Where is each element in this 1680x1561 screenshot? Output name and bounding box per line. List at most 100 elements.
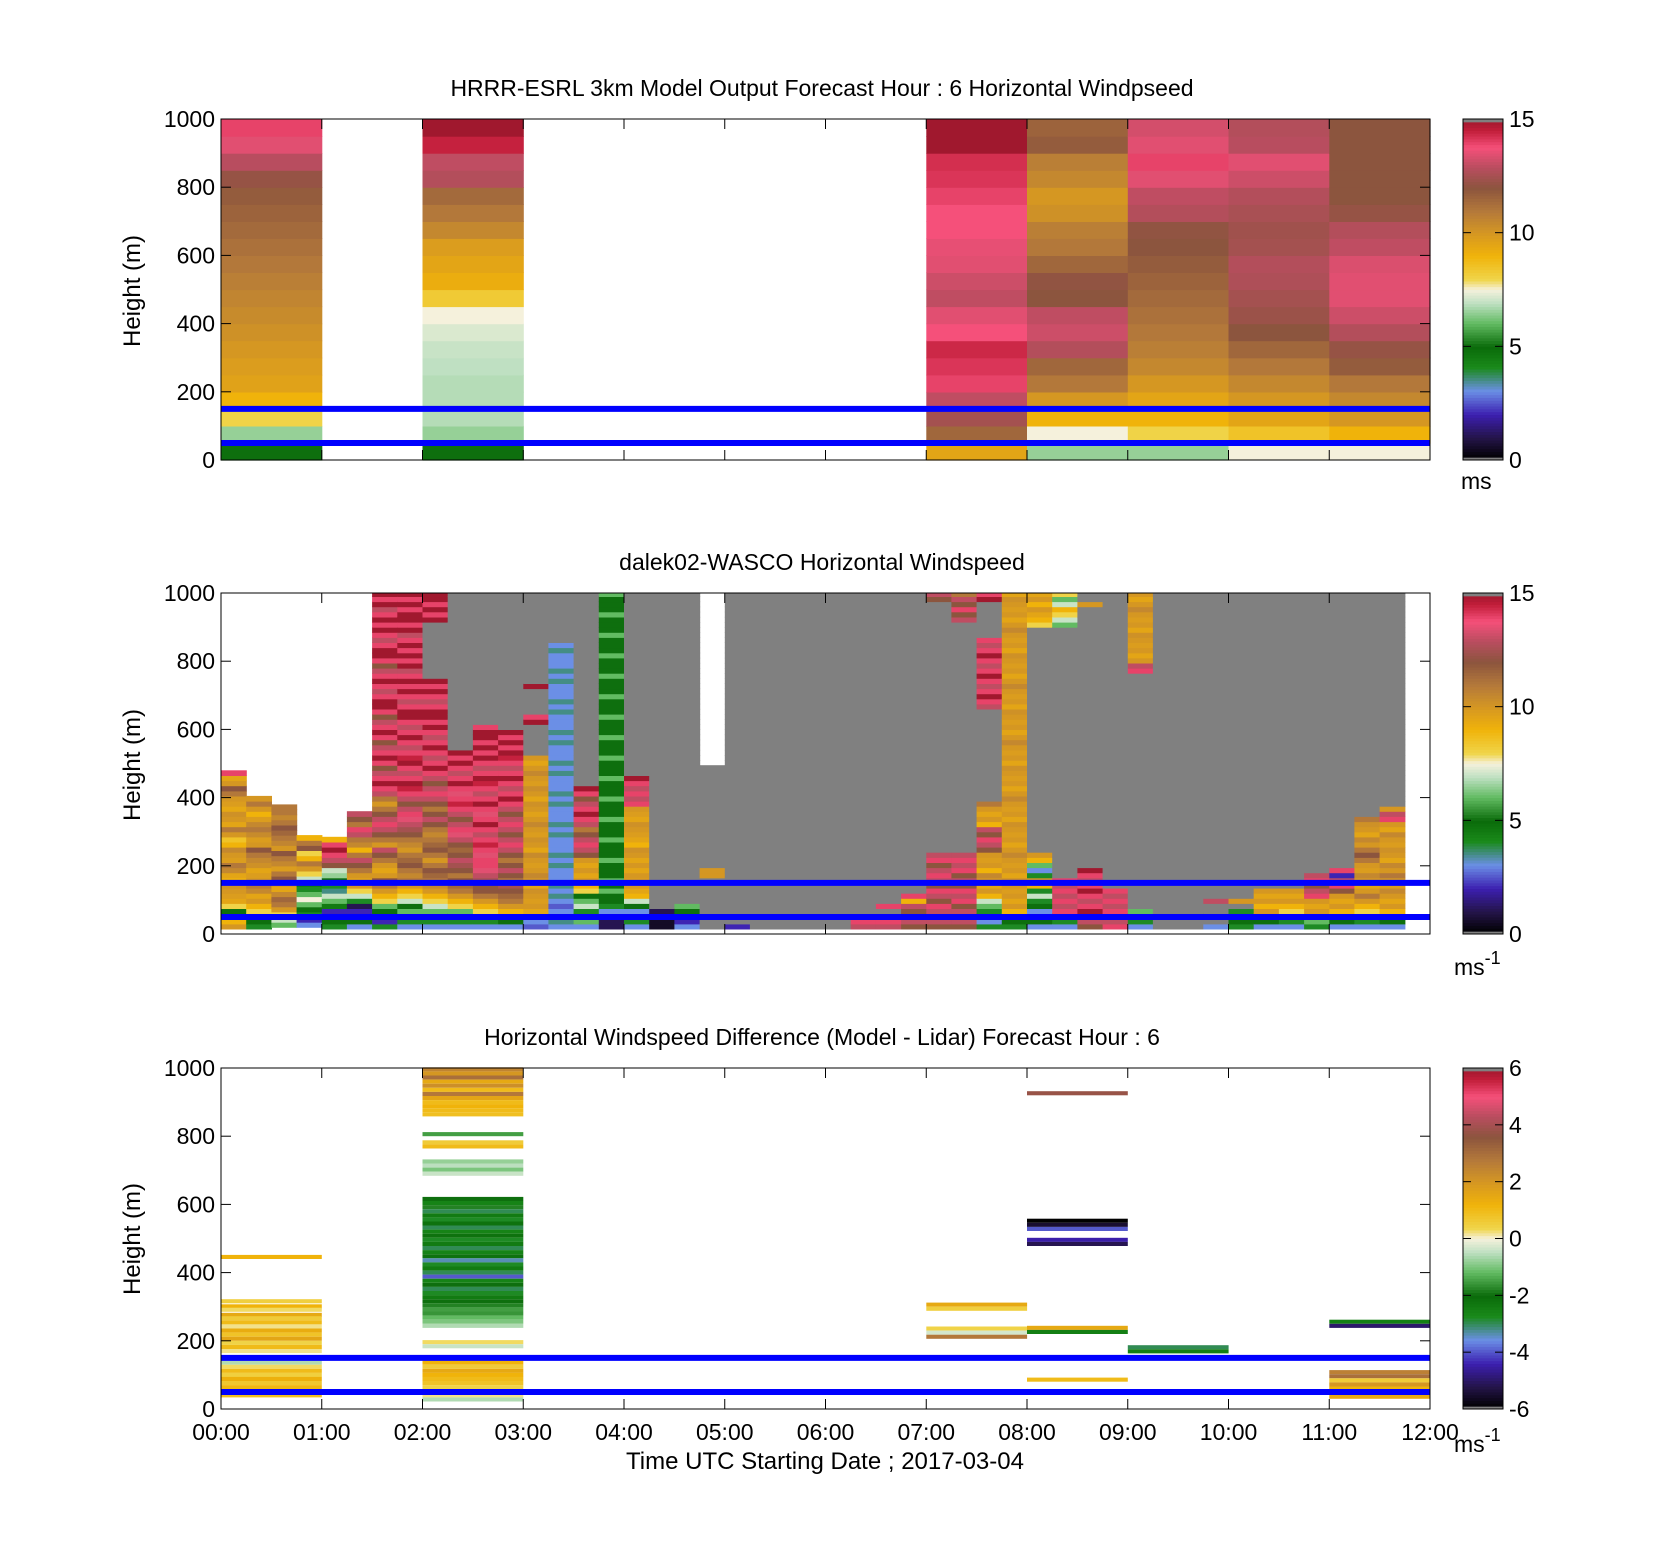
heatmap-cell — [951, 755, 978, 761]
heatmap-cell — [649, 867, 675, 874]
heatmap-cell — [1354, 893, 1381, 899]
heatmap-cell — [699, 801, 726, 807]
heatmap-cell — [1152, 668, 1179, 674]
colorbar-segment — [1463, 1244, 1503, 1248]
heatmap-cell — [825, 816, 852, 823]
heatmap-cell — [976, 785, 1003, 792]
heatmap-cell — [573, 683, 600, 690]
heatmap-cell — [649, 734, 675, 741]
heatmap-cell — [1102, 806, 1129, 812]
heatmap-cell — [1102, 770, 1129, 776]
heatmap-cell — [598, 760, 625, 766]
heatmap-cell — [397, 734, 424, 741]
heatmap-cell — [422, 703, 449, 710]
heatmap-cell — [1228, 323, 1330, 342]
heatmap-cell — [775, 678, 801, 684]
heatmap-cell — [1379, 744, 1406, 751]
heatmap-cell — [825, 596, 852, 603]
heatmap-cell — [1304, 698, 1330, 705]
y-tick-label: 400 — [177, 1260, 215, 1286]
heatmap-cell — [901, 678, 927, 684]
x-tick-label: 06:00 — [797, 1419, 855, 1445]
heatmap-cell — [422, 1246, 524, 1251]
colorbar-segment — [1463, 718, 1503, 722]
heatmap-cell — [1077, 698, 1104, 705]
heatmap-cell — [951, 801, 978, 807]
heatmap-cell — [1178, 806, 1204, 812]
heatmap-cell — [548, 616, 575, 623]
heatmap-cell — [800, 770, 827, 776]
heatmap-cell — [926, 1302, 1028, 1307]
heatmap-cell — [951, 652, 978, 659]
colorbar-segment — [1463, 908, 1503, 912]
heatmap-cell — [372, 593, 398, 597]
heatmap-cell — [447, 867, 474, 874]
heatmap-cell — [1278, 780, 1305, 787]
heatmap-cell — [976, 724, 1003, 730]
heatmap-cell — [1001, 703, 1028, 710]
heatmap-cell — [1253, 903, 1280, 909]
colorbar-segment — [1463, 902, 1503, 907]
heatmap-cell — [321, 923, 348, 930]
colorbar-segment — [1463, 161, 1503, 165]
heatmap-cell — [1027, 1329, 1128, 1334]
heatmap-cell — [1102, 632, 1129, 638]
heatmap-cell — [1027, 1226, 1128, 1231]
heatmap-cell — [951, 841, 978, 848]
heatmap-cell — [372, 780, 398, 787]
heatmap-cell — [749, 801, 776, 807]
heatmap-cell — [321, 918, 348, 925]
heatmap-cell — [1027, 673, 1053, 679]
heatmap-cell — [598, 923, 625, 930]
heatmap-cell — [800, 719, 827, 725]
heatmap-cell — [850, 888, 877, 894]
heatmap-cell — [1253, 811, 1280, 817]
heatmap-cell — [1304, 872, 1330, 879]
heatmap-cell — [749, 698, 776, 705]
heatmap-cell — [422, 408, 524, 427]
heatmap-cell — [1228, 852, 1255, 858]
heatmap-cell — [976, 657, 1003, 664]
heatmap-cell — [624, 622, 650, 628]
heatmap-cell — [1001, 627, 1028, 633]
colorbar-segment — [1463, 343, 1503, 347]
heatmap-cell — [1329, 683, 1356, 690]
colorbar-segment — [1463, 1295, 1503, 1299]
heatmap-cell — [1127, 187, 1230, 205]
heatmap-cell — [447, 795, 474, 802]
heatmap-cell — [1127, 888, 1154, 894]
heatmap-cell — [1178, 826, 1204, 833]
heatmap-cell — [624, 734, 650, 741]
heatmap-cell — [1178, 739, 1204, 746]
panel-difference-title: Horizontal Windspeed Difference (Model -… — [484, 1024, 1160, 1050]
heatmap-cell — [1354, 811, 1381, 817]
heatmap-cell — [1052, 801, 1078, 807]
heatmap-cell — [825, 657, 852, 664]
heatmap-cell — [1178, 893, 1204, 899]
heatmap-cell — [1127, 770, 1154, 776]
heatmap-cell — [422, 683, 449, 690]
heatmap-cell — [926, 918, 953, 925]
colorbar-segment — [1463, 1352, 1503, 1356]
heatmap-cell — [1253, 683, 1280, 690]
heatmap-cell — [699, 831, 726, 838]
heatmap-cell — [926, 289, 1028, 308]
heatmap-cell — [901, 601, 927, 608]
heatmap-cell — [573, 622, 600, 628]
heatmap-cell — [825, 688, 852, 695]
heatmap-cell — [397, 847, 424, 853]
heatmap-cell — [321, 852, 348, 858]
heatmap-cell — [1329, 688, 1356, 695]
heatmap-cell — [926, 847, 953, 853]
colorbar-segment — [1463, 897, 1503, 901]
heatmap-cell — [523, 857, 550, 863]
colorbar-tick-label: 0 — [1509, 921, 1522, 947]
heatmap-cell — [624, 775, 650, 782]
heatmap-cell — [422, 1233, 524, 1238]
heatmap-cell — [775, 852, 801, 858]
heatmap-cell — [1077, 821, 1104, 828]
heatmap-cell — [1152, 678, 1179, 684]
heatmap-cell — [296, 835, 323, 841]
heatmap-cell — [850, 847, 877, 853]
heatmap-cell — [699, 770, 726, 776]
